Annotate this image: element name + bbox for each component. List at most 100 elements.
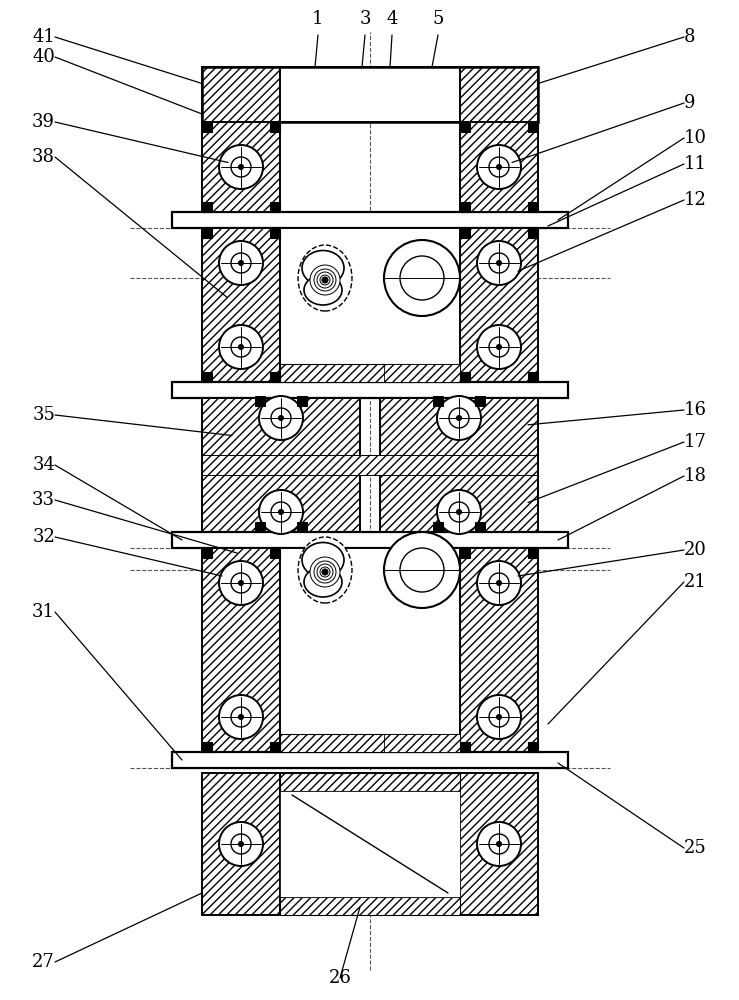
Text: 32: 32: [32, 528, 55, 546]
Bar: [280, 228, 460, 382]
Circle shape: [497, 260, 502, 265]
Bar: [528, 228, 538, 238]
Bar: [433, 396, 443, 406]
Text: 3: 3: [359, 10, 371, 28]
Circle shape: [489, 157, 509, 177]
Text: 11: 11: [684, 155, 707, 173]
Bar: [460, 548, 538, 752]
Circle shape: [231, 707, 251, 727]
Bar: [202, 742, 212, 752]
Text: 4: 4: [386, 10, 398, 28]
Bar: [528, 372, 538, 382]
Text: 39: 39: [32, 113, 55, 131]
Bar: [270, 122, 280, 132]
Circle shape: [489, 253, 509, 273]
Bar: [202, 548, 280, 752]
Ellipse shape: [302, 250, 344, 286]
Bar: [528, 202, 538, 212]
Text: 21: 21: [684, 573, 707, 591]
Bar: [460, 773, 538, 915]
Circle shape: [279, 416, 284, 420]
Circle shape: [497, 580, 502, 585]
Bar: [280, 773, 460, 915]
Ellipse shape: [298, 245, 352, 311]
Circle shape: [489, 707, 509, 727]
Bar: [172, 752, 568, 768]
Bar: [460, 372, 470, 382]
Bar: [202, 228, 212, 238]
Bar: [270, 742, 280, 752]
Ellipse shape: [298, 537, 352, 603]
Bar: [297, 522, 307, 532]
Bar: [475, 522, 485, 532]
Ellipse shape: [304, 275, 342, 305]
Bar: [460, 202, 470, 212]
Circle shape: [271, 502, 291, 522]
Bar: [172, 532, 568, 548]
Text: 40: 40: [32, 48, 55, 66]
Circle shape: [317, 564, 333, 580]
Circle shape: [322, 569, 328, 575]
Text: 16: 16: [684, 401, 707, 419]
Bar: [270, 548, 280, 558]
Circle shape: [271, 408, 291, 428]
Circle shape: [400, 256, 444, 300]
Bar: [297, 396, 307, 406]
Circle shape: [400, 548, 444, 592]
Text: 12: 12: [684, 191, 707, 209]
Circle shape: [449, 502, 469, 522]
Text: 31: 31: [32, 603, 55, 621]
Circle shape: [317, 272, 333, 288]
Text: 8: 8: [684, 28, 695, 46]
Circle shape: [310, 265, 340, 295]
Bar: [384, 734, 460, 752]
Bar: [202, 202, 212, 212]
Bar: [202, 455, 538, 475]
Circle shape: [231, 337, 251, 357]
Bar: [460, 548, 470, 558]
Bar: [280, 791, 460, 897]
Circle shape: [384, 532, 460, 608]
Bar: [202, 398, 360, 532]
Text: 34: 34: [32, 456, 55, 474]
Bar: [460, 122, 538, 212]
Circle shape: [219, 145, 263, 189]
Circle shape: [477, 241, 521, 285]
Circle shape: [384, 240, 460, 316]
Bar: [202, 372, 212, 382]
Circle shape: [239, 344, 243, 350]
Circle shape: [489, 834, 509, 854]
Bar: [202, 67, 280, 122]
Circle shape: [320, 567, 330, 577]
Bar: [280, 67, 460, 122]
Bar: [270, 202, 280, 212]
Bar: [202, 122, 212, 132]
Bar: [280, 897, 460, 915]
Bar: [172, 212, 568, 228]
Ellipse shape: [304, 567, 342, 597]
Bar: [202, 548, 212, 558]
Circle shape: [320, 275, 330, 285]
Text: 17: 17: [684, 433, 707, 451]
Circle shape: [457, 416, 461, 420]
Text: 35: 35: [32, 406, 55, 424]
Circle shape: [457, 510, 461, 514]
Circle shape: [239, 164, 243, 169]
Bar: [255, 522, 265, 532]
Bar: [460, 228, 538, 382]
Circle shape: [259, 490, 303, 534]
Circle shape: [231, 253, 251, 273]
Circle shape: [231, 157, 251, 177]
Circle shape: [497, 344, 502, 350]
Bar: [380, 398, 538, 532]
Circle shape: [314, 561, 336, 583]
Bar: [460, 742, 470, 752]
Circle shape: [239, 714, 243, 720]
Text: 18: 18: [684, 467, 707, 485]
Text: 41: 41: [32, 28, 55, 46]
Bar: [528, 548, 538, 558]
Bar: [460, 67, 538, 122]
Circle shape: [477, 695, 521, 739]
Text: 5: 5: [432, 10, 443, 28]
Circle shape: [437, 396, 481, 440]
